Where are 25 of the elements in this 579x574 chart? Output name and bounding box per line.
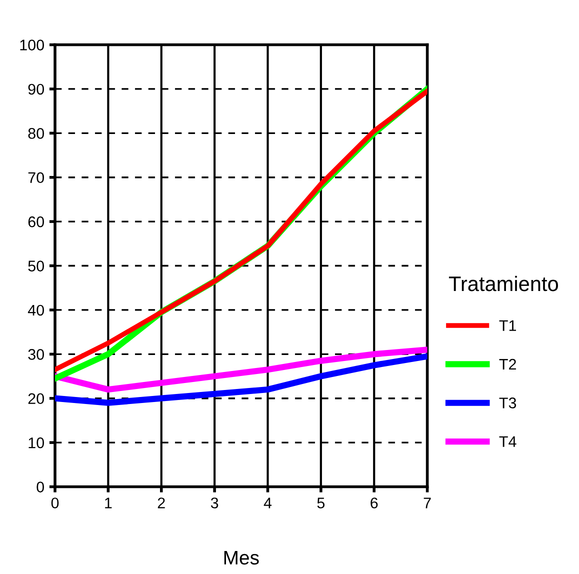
y-tick-label: 90 (28, 84, 44, 95)
y-tick-label: 100 (20, 40, 44, 50)
legend-label: T3 (499, 398, 516, 408)
x-tick-label: 3 (210, 498, 218, 508)
legend-title: Tratamiento (448, 276, 558, 292)
x-tick-label: 0 (51, 498, 59, 508)
legend-label: T1 (499, 320, 516, 331)
legend-label: T2 (499, 358, 516, 370)
y-tick-label: 0 (36, 482, 44, 492)
y-tick-label: 70 (28, 172, 44, 184)
legend-label: T4 (499, 436, 516, 447)
x-tick-label: 4 (264, 498, 272, 508)
y-tick-label: 30 (28, 349, 44, 360)
x-tick-label: 2 (158, 498, 165, 508)
x-tick-label: 1 (105, 498, 112, 508)
y-tick-label: 60 (28, 216, 44, 228)
y-tick-label: 80 (28, 128, 44, 139)
y-tick-label: 10 (28, 437, 44, 448)
y-tick-label: 40 (28, 304, 44, 316)
y-tick-label: 20 (28, 393, 44, 404)
x-axis-title: Mes (224, 551, 259, 565)
x-tick-label: 5 (317, 498, 325, 508)
x-tick-label: 7 (424, 498, 431, 508)
x-tick-label: 6 (370, 498, 378, 508)
y-tick-label: 50 (28, 260, 44, 272)
